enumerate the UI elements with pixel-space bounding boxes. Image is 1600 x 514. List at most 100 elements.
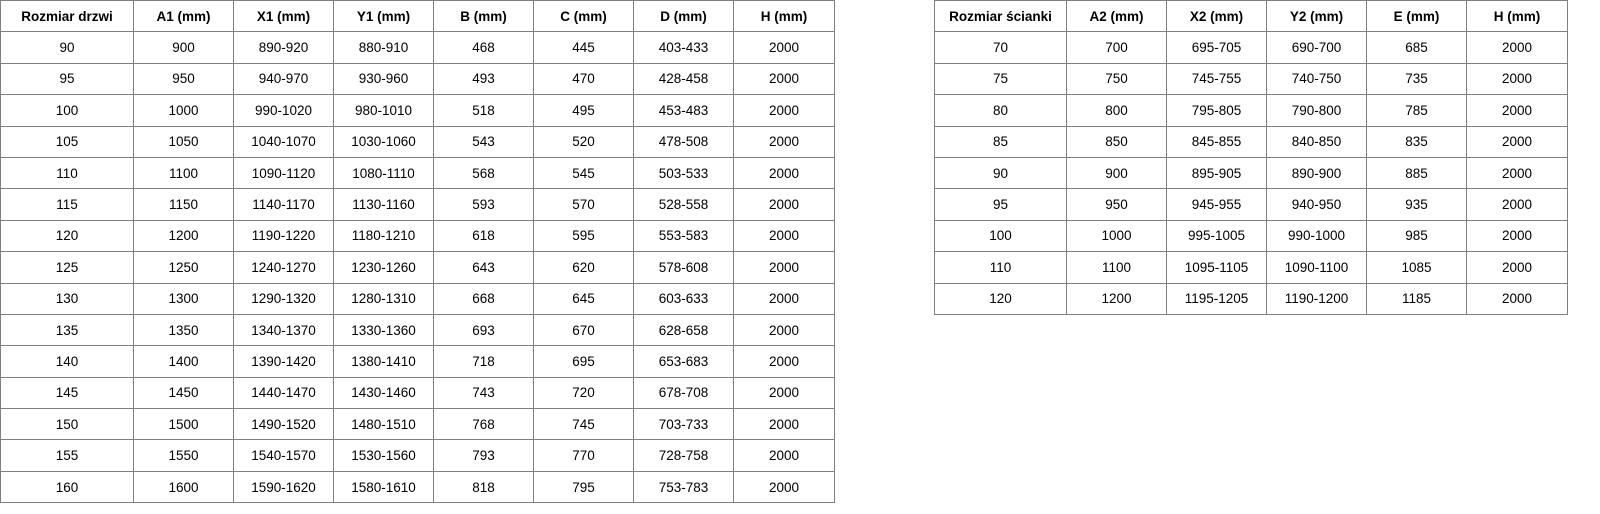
- table-row: 85 850 845-855 840-850 835 2000: [934, 125, 1568, 158]
- table-cell: 495: [533, 94, 634, 127]
- table-row: 90 900 895-905 890-900 885 2000: [934, 156, 1568, 190]
- door-size-table: Rozmiar drzwi A1 (mm) X1 (mm) Y1 (mm) B (mm)…: [0, 0, 835, 504]
- table-cell: 478-508: [633, 125, 734, 158]
- table-cell: 1300: [133, 282, 234, 315]
- table-cell: 735: [1366, 62, 1467, 96]
- table-cell: 110: [934, 251, 1067, 284]
- table-cell: 518: [433, 94, 534, 127]
- table-cell: 1090-1120: [233, 156, 334, 190]
- table-cell: 470: [533, 62, 634, 96]
- table-cell: 95: [0, 62, 134, 96]
- table-cell: 690-700: [1266, 31, 1367, 64]
- table-cell: 568: [433, 156, 534, 190]
- table-cell: 745-755: [1166, 62, 1267, 96]
- table-cell: 1550: [133, 439, 234, 472]
- table-cell: 1280-1310: [333, 282, 434, 315]
- table-cell: 1000: [133, 94, 234, 127]
- table-cell: 1590-1620: [233, 470, 334, 504]
- table-cell: 2000: [733, 408, 835, 441]
- table-cell: 693: [433, 313, 534, 347]
- table-cell: 835: [1366, 125, 1467, 158]
- table-cell: 140: [0, 345, 134, 378]
- table-cell: 1330-1360: [333, 313, 434, 347]
- column-header: C (mm): [533, 0, 634, 33]
- table-cell: 950: [133, 62, 234, 96]
- table-row: 100 1000 995-1005 990-1000 985 2000: [934, 219, 1568, 253]
- table-cell: 1530-1560: [333, 439, 434, 472]
- table-cell: 105: [0, 125, 134, 158]
- table-cell: 2000: [733, 251, 835, 284]
- table-cell: 618: [433, 219, 534, 253]
- table-cell: 2000: [733, 282, 835, 315]
- column-header: Rozmiar ścianki: [934, 0, 1067, 33]
- table-cell: 1350: [133, 313, 234, 347]
- table-cell: 850: [1066, 125, 1167, 158]
- table-cell: 703-733: [633, 408, 734, 441]
- table-cell: 1290-1320: [233, 282, 334, 315]
- table-cell: 685: [1366, 31, 1467, 64]
- table-cell: 2000: [1466, 62, 1568, 96]
- table-cell: 528-558: [633, 188, 734, 221]
- table-cell: 520: [533, 125, 634, 158]
- table-cell: 1180-1210: [333, 219, 434, 253]
- table-cell: 543: [433, 125, 534, 158]
- table-cell: 90: [934, 156, 1067, 190]
- table-cell: 2000: [733, 188, 835, 221]
- table-cell: 695: [533, 345, 634, 378]
- table-cell: 90: [0, 31, 134, 64]
- table-header: Rozmiar drzwi A1 (mm) X1 (mm) Y1 (mm) B (mm)…: [0, 0, 835, 33]
- table-cell: 1130-1160: [333, 188, 434, 221]
- table-cell: 1340-1370: [233, 313, 334, 347]
- table-cell: 593: [433, 188, 534, 221]
- table-cell: 700: [1066, 31, 1167, 64]
- table-cell: 578-608: [633, 251, 734, 284]
- table-cell: 620: [533, 251, 634, 284]
- table-cell: 1050: [133, 125, 234, 158]
- table-cell: 1540-1570: [233, 439, 334, 472]
- table-cell: 790-800: [1266, 94, 1367, 127]
- table-cell: 653-683: [633, 345, 734, 378]
- table-cell: 453-483: [633, 94, 734, 127]
- table-cell: 130: [0, 282, 134, 315]
- table-cell: 720: [533, 376, 634, 410]
- column-header: H (mm): [1466, 0, 1568, 33]
- table-cell: 890-900: [1266, 156, 1367, 190]
- table-cell: 155: [0, 439, 134, 472]
- table-cell: 1185: [1366, 282, 1467, 315]
- column-header: A2 (mm): [1066, 0, 1167, 33]
- table-row: 100 1000 990-1020 980-1010 518 495 453-483 2000: [0, 94, 835, 127]
- column-header: Y2 (mm): [1266, 0, 1367, 33]
- table-row: 150 1500 1490-1520 1480-1510 768 745 703-733 20…: [0, 408, 835, 441]
- table-cell: 1090-1100: [1266, 251, 1367, 284]
- table-cell: 800: [1066, 94, 1167, 127]
- table-cell: 1100: [1066, 251, 1167, 284]
- column-header: E (mm): [1366, 0, 1467, 33]
- column-header: X1 (mm): [233, 0, 334, 33]
- table-cell: 553-583: [633, 219, 734, 253]
- table-cell: 1230-1260: [333, 251, 434, 284]
- table-cell: 785: [1366, 94, 1467, 127]
- table-cell: 1400: [133, 345, 234, 378]
- table-cell: 100: [0, 94, 134, 127]
- table-cell: 2000: [733, 62, 835, 96]
- table-cell: 2000: [733, 31, 835, 64]
- table-cell: 895-905: [1166, 156, 1267, 190]
- table-cell: 643: [433, 251, 534, 284]
- table-cell: 885: [1366, 156, 1467, 190]
- table-cell: 2000: [733, 313, 835, 347]
- column-header: A1 (mm): [133, 0, 234, 33]
- table-cell: 1390-1420: [233, 345, 334, 378]
- table-body: 90 900 890-920 880-910 468 445 403-433 2000 95 95…: [0, 31, 835, 504]
- table-cell: 840-850: [1266, 125, 1367, 158]
- table-cell: 695-705: [1166, 31, 1267, 64]
- table-cell: 628-658: [633, 313, 734, 347]
- table-cell: 1030-1060: [333, 125, 434, 158]
- table-cell: 768: [433, 408, 534, 441]
- column-header: H (mm): [733, 0, 835, 33]
- table-cell: 793: [433, 439, 534, 472]
- table-cell: 678-708: [633, 376, 734, 410]
- table-cell: 403-433: [633, 31, 734, 64]
- column-header: Y1 (mm): [333, 0, 434, 33]
- table-row: 90 900 890-920 880-910 468 445 403-433 2000: [0, 31, 835, 64]
- table-row: 70 700 695-705 690-700 685 2000: [934, 31, 1568, 64]
